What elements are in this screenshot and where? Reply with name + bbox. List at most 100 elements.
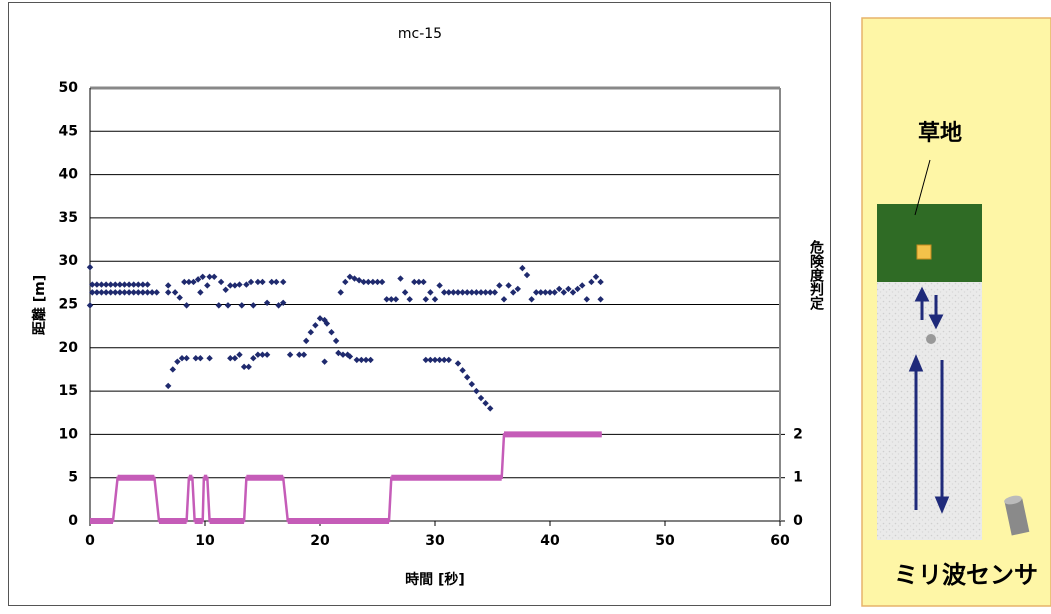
scatter-point [560, 289, 567, 296]
scatter-point [546, 289, 554, 296]
scatter-point [300, 351, 308, 358]
scatter-point [176, 294, 183, 301]
scatter-point [415, 278, 423, 286]
scatter-point [505, 282, 512, 289]
scatter-point [321, 358, 328, 365]
scatter-point [487, 405, 494, 412]
scatter-point [98, 281, 105, 288]
x-tick-label: 10 [195, 533, 215, 549]
scatter-point [592, 273, 600, 280]
x-tick-label: 20 [310, 533, 330, 549]
scatter-point [254, 278, 262, 286]
y2-axis-label: 危険度判定 [808, 239, 825, 311]
scatter-point [130, 281, 137, 288]
grass-label: 草地 [918, 120, 962, 146]
y-tick-label: 45 [59, 123, 78, 139]
scatter-point [125, 289, 133, 296]
y-tick-label: 50 [59, 80, 79, 96]
y-tick-label: 25 [59, 297, 78, 313]
chart-title: mc-15 [398, 26, 442, 42]
scatter-point [125, 281, 133, 288]
scatter-point [514, 285, 521, 293]
scatter-point [247, 278, 255, 286]
scatter-point [286, 351, 294, 358]
scatter-point [121, 289, 128, 296]
scatter-point [217, 278, 225, 286]
scatter-point [510, 289, 517, 296]
grass-area [877, 204, 982, 282]
scatter-point [231, 354, 239, 362]
x-axis-label: 時間 [秒] [405, 571, 465, 588]
scatter-point [436, 282, 443, 289]
scatter-point [358, 356, 365, 364]
scatter-point [342, 278, 349, 286]
scatter-point [227, 354, 234, 362]
scatter-point [139, 281, 147, 288]
scatter-point [250, 354, 257, 362]
y-axis-label: 距離 [m] [31, 275, 48, 335]
scatter-point [307, 329, 314, 336]
scatter-point [583, 296, 590, 303]
scatter-point [422, 356, 429, 364]
scatter-point [445, 289, 452, 296]
leader-line [914, 159, 931, 216]
scatter-point [362, 356, 370, 364]
scatter-point [280, 278, 287, 286]
sensor [1004, 495, 1030, 536]
scatter-point [597, 278, 604, 286]
scatter-point [254, 351, 262, 358]
scatter-point [468, 289, 475, 296]
scatter-point [519, 264, 526, 272]
scatter-point [107, 289, 114, 296]
scatter-point [98, 289, 105, 296]
scatter-point [427, 289, 434, 296]
scatter-point [215, 302, 222, 309]
scatter-point [528, 296, 535, 303]
scatter-point [411, 278, 418, 286]
scatter-point [263, 351, 271, 358]
scatter-point [185, 278, 193, 286]
scatter-point [93, 281, 101, 288]
scatter-point [197, 289, 204, 296]
scatter-point [360, 278, 367, 286]
scatter-point [454, 360, 462, 367]
scatter-point [116, 289, 124, 296]
y2-tick-label: 1 [793, 470, 803, 486]
scatter-point [473, 387, 480, 395]
scatter-point [482, 289, 489, 296]
scatter-point [227, 282, 234, 289]
scatter-point [296, 351, 303, 358]
scatter-point [422, 296, 429, 303]
scatter-point [551, 289, 558, 296]
scatter-point [542, 289, 549, 296]
scatter-point [199, 273, 206, 280]
y-tick-label: 30 [59, 253, 79, 269]
scatter-point [406, 296, 413, 303]
scatter-point [121, 281, 128, 288]
scatter-point [588, 278, 595, 286]
scatter-point [431, 296, 439, 303]
scatter-point [112, 281, 119, 288]
scatter-point [116, 281, 124, 288]
x-tick-label: 0 [85, 533, 95, 549]
scatter-point [192, 354, 199, 362]
scatter-point [388, 296, 395, 303]
scatter-point [86, 302, 94, 309]
scatter-point [181, 278, 188, 286]
y-tick-label: 5 [68, 470, 78, 486]
scatter-point [153, 289, 160, 296]
scatter-point [569, 289, 577, 296]
scatter-point [211, 273, 218, 280]
scatter-point [477, 289, 485, 296]
scatter-point [431, 356, 439, 364]
scatter-point [533, 289, 540, 296]
y-tick-label: 10 [59, 426, 79, 442]
scatter-point [597, 296, 604, 303]
diagram: 草地 ミリ波センサ [861, 17, 1051, 607]
arrows [908, 286, 950, 514]
scatter-point [240, 363, 248, 371]
scatter-point [328, 329, 335, 336]
scatter-point [556, 285, 563, 293]
